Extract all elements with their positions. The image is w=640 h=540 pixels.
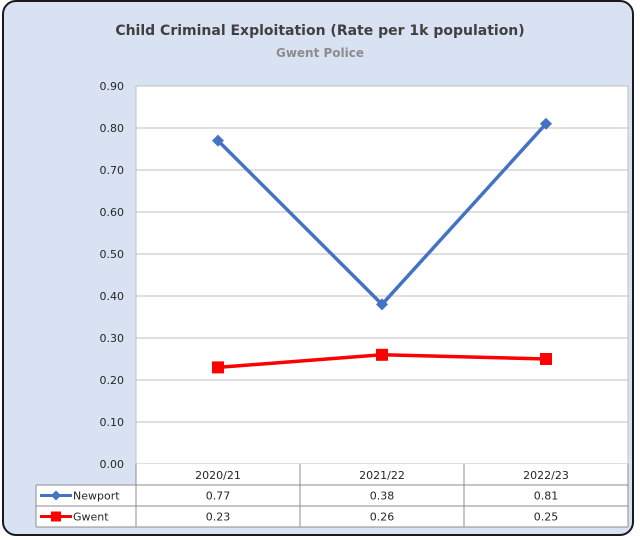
y-tick-label: 0.30 xyxy=(100,332,125,345)
data-point-gwent xyxy=(376,348,388,361)
data-table-value: 0.25 xyxy=(534,511,559,524)
data-point-newport xyxy=(376,298,388,311)
legend-label-gwent: Gwent xyxy=(73,511,109,524)
y-tick-label: 0.80 xyxy=(100,122,125,135)
x-category-label: 2021/22 xyxy=(359,469,405,482)
legend-label-newport: Newport xyxy=(73,490,120,503)
data-table-value: 0.38 xyxy=(370,490,395,503)
y-tick-label: 0.40 xyxy=(100,290,125,303)
data-table-value: 0.26 xyxy=(370,511,395,524)
legend-marker-newport xyxy=(51,490,61,501)
data-table-value: 0.77 xyxy=(206,490,231,503)
y-tick-label: 0.70 xyxy=(100,164,125,177)
legend-marker-gwent xyxy=(51,511,61,522)
data-table-value: 0.23 xyxy=(206,511,231,524)
y-tick-label: 0.10 xyxy=(100,416,125,429)
data-point-gwent xyxy=(212,361,224,374)
data-point-newport xyxy=(212,134,224,147)
data-point-gwent xyxy=(540,353,552,365)
y-tick-label: 0.20 xyxy=(100,374,125,387)
y-tick-label: 0.90 xyxy=(100,80,125,93)
x-category-label: 2020/21 xyxy=(195,469,241,482)
plot-area xyxy=(135,85,629,465)
chart-title: Child Criminal Exploitation (Rate per 1k… xyxy=(115,23,525,39)
data-table-value: 0.81 xyxy=(534,490,559,503)
chart-subtitle: Gwent Police xyxy=(275,46,365,60)
y-tick-label: 0.00 xyxy=(100,458,125,471)
y-tick-label: 0.50 xyxy=(100,248,125,261)
y-tick-label: 0.60 xyxy=(100,206,125,219)
data-point-newport xyxy=(540,117,552,130)
data-table-header xyxy=(136,464,628,485)
x-category-label: 2022/23 xyxy=(523,469,569,482)
